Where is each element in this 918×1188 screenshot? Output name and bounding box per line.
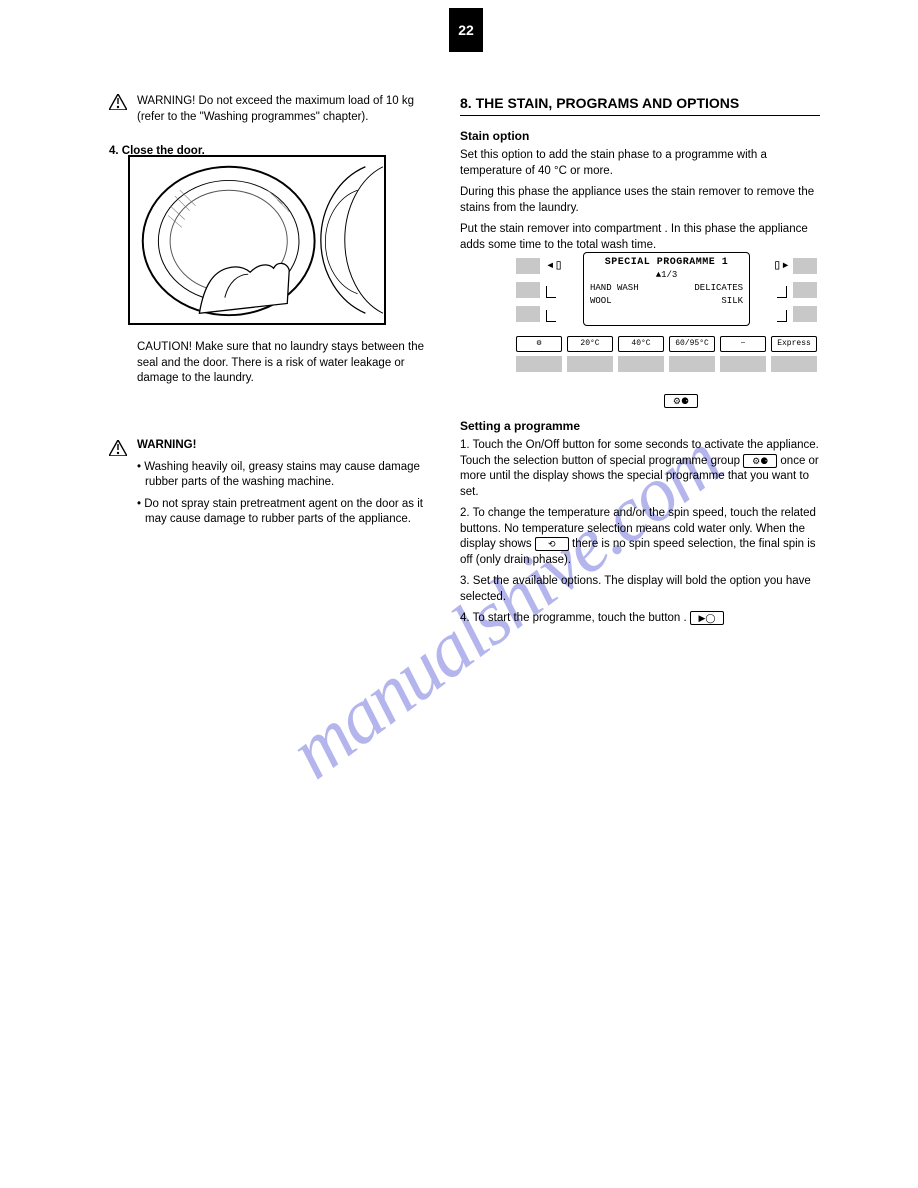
- door-seal-illustration: [128, 155, 386, 325]
- page-number-badge: 22: [449, 8, 483, 52]
- opt-stain-icon: ⚙: [516, 336, 562, 352]
- lcd-opt-silk: SILK: [721, 296, 743, 306]
- stain-p3: Put the stain remover into compartment .…: [460, 222, 820, 253]
- opt-rinse-icon: ⎯: [720, 336, 766, 352]
- option-labels-row: ⚙ 20°C 40°C 60/95°C ⎯ Express: [516, 336, 817, 352]
- start-icon: ▶◯: [690, 611, 724, 625]
- panel-button: [793, 306, 817, 322]
- warning-oil: Washing heavily oil, greasy stains may c…: [144, 461, 420, 489]
- warning-heading: WARNING!: [137, 438, 433, 454]
- warning-max-load: WARNING! Do not exceed the maximum load …: [137, 94, 433, 125]
- panel-button: [516, 258, 540, 274]
- panel-button: [771, 356, 817, 372]
- stain-p2: During this phase the appliance uses the…: [460, 185, 820, 216]
- control-panel-diagram: ◂▯ ▯▸ SPECIAL PROGRAMME 1 ▲1/3 HAND WASH…: [516, 252, 817, 382]
- step3: 3. Set the available options. The displa…: [460, 574, 820, 605]
- lcd-screen: SPECIAL PROGRAMME 1 ▲1/3 HAND WASH DELIC…: [583, 252, 750, 326]
- panel-button: [618, 356, 664, 372]
- panel-button: [669, 356, 715, 372]
- caution-laundry-seal: CAUTION! Make sure that no laundry stays…: [137, 340, 433, 387]
- sub-stain-option: Stain option: [460, 128, 820, 144]
- panel-button: [793, 282, 817, 298]
- step4: 4. To start the programme, touch the but…: [460, 611, 820, 627]
- lcd-title: SPECIAL PROGRAMME 1: [590, 257, 743, 268]
- opt-60-95c: 60/95°C: [669, 336, 715, 352]
- panel-button: [516, 306, 540, 322]
- lcd-pager: ▲1/3: [590, 270, 743, 280]
- panel-button: [720, 356, 766, 372]
- forward-icon: ▯▸: [773, 258, 787, 274]
- special-group-icon: ⚙⚈: [743, 454, 777, 468]
- panel-tick: [777, 286, 787, 298]
- panel-button: [516, 282, 540, 298]
- panel-button: [567, 356, 613, 372]
- panel-tick: [777, 310, 787, 322]
- spin-off-icon: ⟲: [535, 537, 569, 551]
- stain-p1: Set this option to add the stain phase t…: [460, 148, 820, 179]
- opt-20c: 20°C: [567, 336, 613, 352]
- warning-spray: Do not spray stain pretreatment agent on…: [144, 498, 423, 526]
- sub-setting-programme: Setting a programme: [460, 418, 820, 434]
- step2: 2. To change the temperature and/or the …: [460, 506, 820, 568]
- panel-button: [516, 356, 562, 372]
- opt-40c: 40°C: [618, 336, 664, 352]
- back-icon: ◂▯: [546, 258, 560, 274]
- lcd-opt-wool: WOOL: [590, 296, 612, 306]
- lcd-opt-hand-wash: HAND WASH: [590, 283, 639, 293]
- step1: 1. Touch the On/Off button for some seco…: [460, 438, 820, 500]
- panel-button: [793, 258, 817, 274]
- special-group-icon-standalone: ⚙⚈: [664, 392, 698, 410]
- panel-tick: [546, 310, 556, 322]
- option-buttons-row: [516, 356, 817, 372]
- panel-tick: [546, 286, 556, 298]
- section-title: 8. THE STAIN, PROGRAMS AND OPTIONS: [460, 94, 820, 116]
- opt-express: Express: [771, 336, 817, 352]
- lcd-opt-delicates: DELICATES: [694, 283, 743, 293]
